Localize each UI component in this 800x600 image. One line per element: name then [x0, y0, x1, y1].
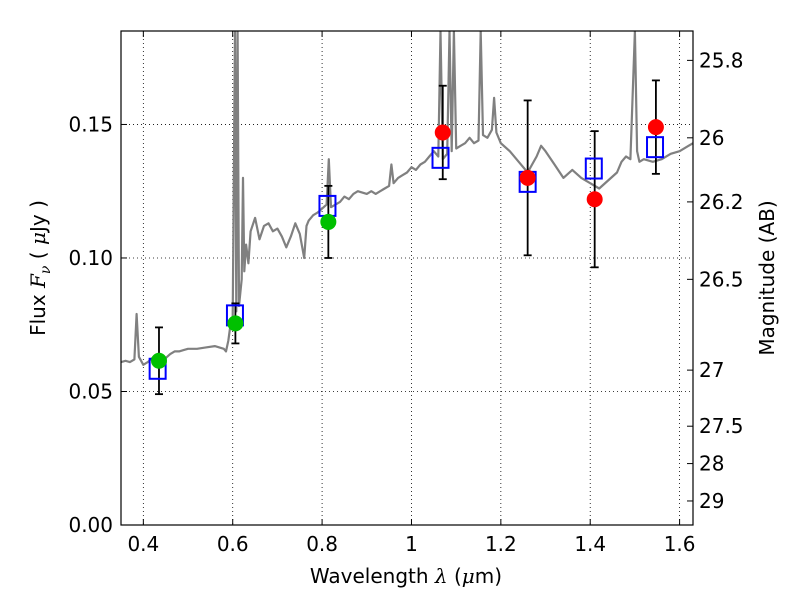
y2-tick-label: 29 [699, 489, 724, 513]
y-tick-label: 0.15 [68, 112, 113, 136]
observed-point [519, 169, 536, 186]
x-tick-label: 0.4 [127, 532, 159, 556]
axes-frame [120, 30, 694, 526]
y2-tick-label: 28 [699, 452, 724, 476]
y2-axis-label: Magnitude (AB) [755, 200, 779, 355]
model-photometry-square [431, 146, 450, 169]
model-photometry-square [584, 157, 603, 180]
y2-axis-ticks: 25.8 26 26.2 26.5 27 27.5 28 29 [687, 48, 744, 513]
y-axis-ticks: 0.00 0.05 0.10 0.15 [68, 112, 127, 537]
y2-tick-label: 26.5 [699, 267, 744, 291]
observed-point [434, 124, 451, 141]
model-spectrum-line [121, 31, 693, 366]
y2-tick-label: 27.5 [699, 414, 744, 438]
x-tick-label: 0.6 [217, 532, 249, 556]
y2-tick-label: 25.8 [699, 48, 744, 72]
observed-point [150, 352, 167, 369]
x-tick-label: 1 [405, 532, 418, 556]
y2-tick-label: 26.2 [699, 190, 744, 214]
x-tick-label: 1.4 [574, 532, 606, 556]
observed-point [586, 191, 603, 208]
y-tick-label: 0.05 [68, 379, 113, 403]
y-axis-label: Flux Fν ( μJy ) [26, 200, 54, 336]
y-tick-label: 0.00 [68, 513, 113, 537]
x-axis-ticks: 0.4 0.6 0.8 1 1.2 1.4 1.6 [127, 31, 696, 556]
x-axis-label: Wavelength λ (μm) [310, 564, 502, 588]
observed-photometry-points [150, 119, 664, 369]
x-tick-label: 0.8 [306, 532, 338, 556]
y-tick-label: 0.10 [68, 246, 113, 270]
observed-point [647, 119, 664, 136]
observed-point [320, 213, 337, 230]
observed-point [227, 315, 244, 332]
x-tick-label: 1.6 [664, 532, 696, 556]
y2-tick-label: 27 [699, 358, 724, 382]
x-tick-label: 1.2 [485, 532, 517, 556]
plot-area [121, 31, 693, 396]
y2-tick-label: 26 [699, 126, 724, 150]
model-photometry-square [646, 136, 665, 159]
